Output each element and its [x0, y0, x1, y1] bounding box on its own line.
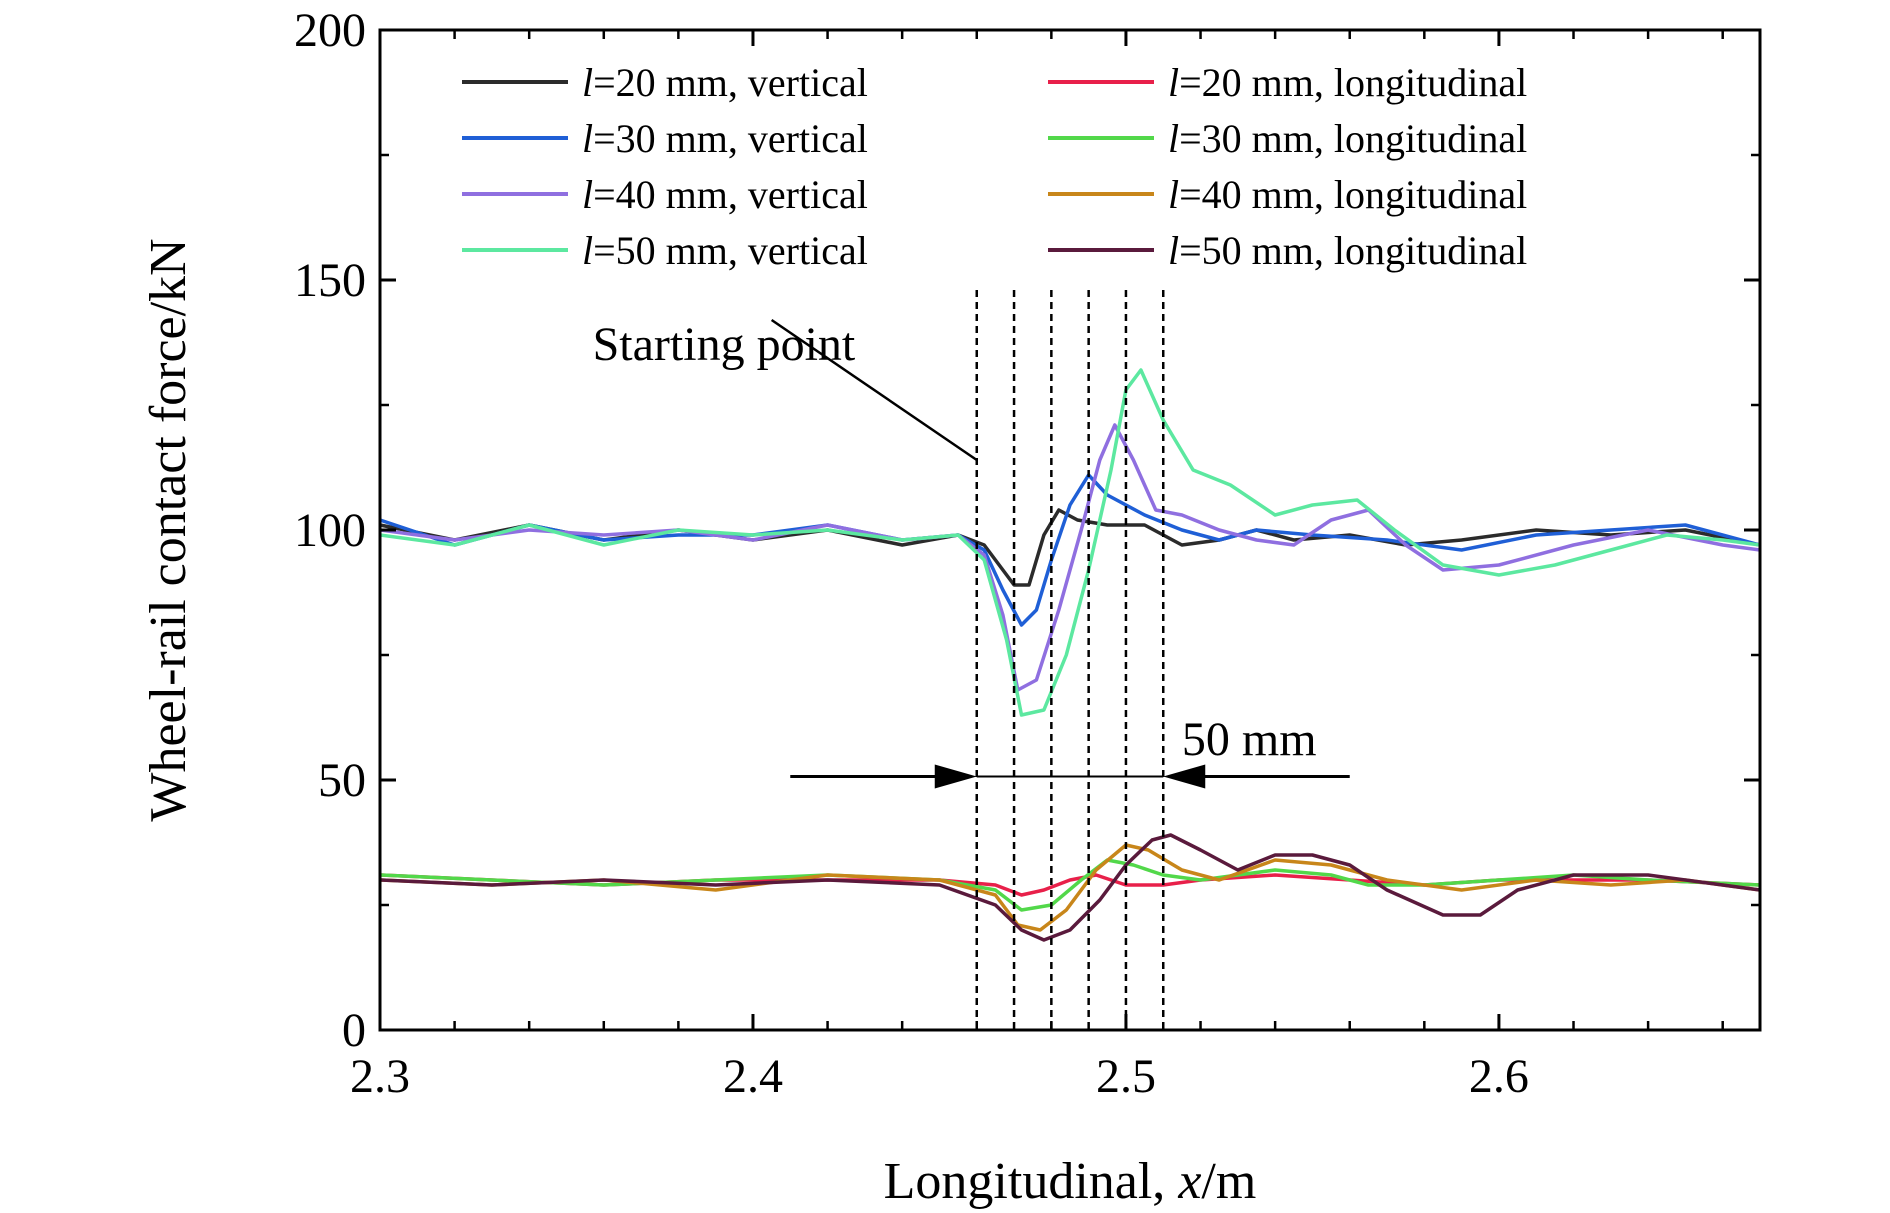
- series-line-4: [380, 368, 1760, 717]
- y-axis-title: Wheel-rail contact force/kN: [140, 238, 197, 821]
- legend-label-6: l=30 mm, longitudinal: [1168, 116, 1527, 161]
- legend-label-4: l=50 mm, vertical: [582, 228, 868, 273]
- legend-label-var: l: [582, 228, 593, 273]
- x-axis-title-suffix: /m: [1201, 1153, 1256, 1210]
- legend-label-rest: =40 mm, longitudinal: [1179, 172, 1527, 217]
- starting-point-label: Starting point: [593, 318, 856, 371]
- left-arrow-head: [934, 764, 977, 789]
- legend-label-2: l=30 mm, vertical: [582, 116, 868, 161]
- legend-label-8: l=50 mm, longitudinal: [1168, 228, 1527, 273]
- x-axis-title-var: x: [1177, 1153, 1201, 1210]
- series-layer: [380, 368, 1760, 942]
- legend-label-var: l: [582, 60, 593, 105]
- legend-label-7: l=40 mm, longitudinal: [1168, 172, 1527, 217]
- x-tick-label: 2.4: [723, 1050, 783, 1103]
- span-label: 50 mm: [1182, 713, 1317, 766]
- starting-point-pointer: [770, 318, 978, 462]
- series-line-6: [380, 858, 1760, 912]
- legend-label-var: l: [1168, 228, 1179, 273]
- legend-label-1: l=20 mm, vertical: [582, 60, 868, 105]
- legend-label-var: l: [1168, 172, 1179, 217]
- x-tick-label: 2.6: [1469, 1050, 1529, 1103]
- vline-layer: [975, 290, 1165, 1030]
- tick-layer: 2.3 2.4 2.5 2.6 0 50 100 150 200: [294, 4, 1760, 1103]
- y-tick-label: 50: [318, 754, 366, 807]
- annotation-layer: 50 mm Starting point: [593, 318, 1350, 789]
- legend-label-var: l: [582, 172, 593, 217]
- legend-label-rest: =50 mm, vertical: [593, 228, 868, 273]
- legend-label-var: l: [582, 116, 593, 161]
- x-tick-label: 2.3: [350, 1050, 410, 1103]
- x-tick-label: 2.5: [1096, 1050, 1156, 1103]
- y-tick-label: 200: [294, 4, 366, 57]
- series-line-8: [380, 833, 1760, 942]
- legend-label-rest: =30 mm, vertical: [593, 116, 868, 161]
- legend-label-rest: =20 mm, vertical: [593, 60, 868, 105]
- series-line-3: [380, 423, 1760, 692]
- legend-label-var: l: [1168, 60, 1179, 105]
- legend-label-rest: =20 mm, longitudinal: [1179, 60, 1527, 105]
- y-tick-label: 0: [342, 1004, 366, 1057]
- legend-label-var: l: [1168, 116, 1179, 161]
- x-axis-title-prefix: Longitudinal,: [884, 1153, 1179, 1210]
- legend-label-rest: =50 mm, longitudinal: [1179, 228, 1527, 273]
- legend-label-rest: =40 mm, vertical: [593, 172, 868, 217]
- y-tick-label: 100: [294, 504, 366, 557]
- x-axis-title: Longitudinal, x/m: [884, 1153, 1257, 1210]
- legend-label-3: l=40 mm, vertical: [582, 172, 868, 217]
- y-tick-label: 150: [294, 254, 366, 307]
- right-arrow-head: [1163, 764, 1206, 789]
- legend-label-rest: =30 mm, longitudinal: [1179, 116, 1527, 161]
- legend-label-5: l=20 mm, longitudinal: [1168, 60, 1527, 105]
